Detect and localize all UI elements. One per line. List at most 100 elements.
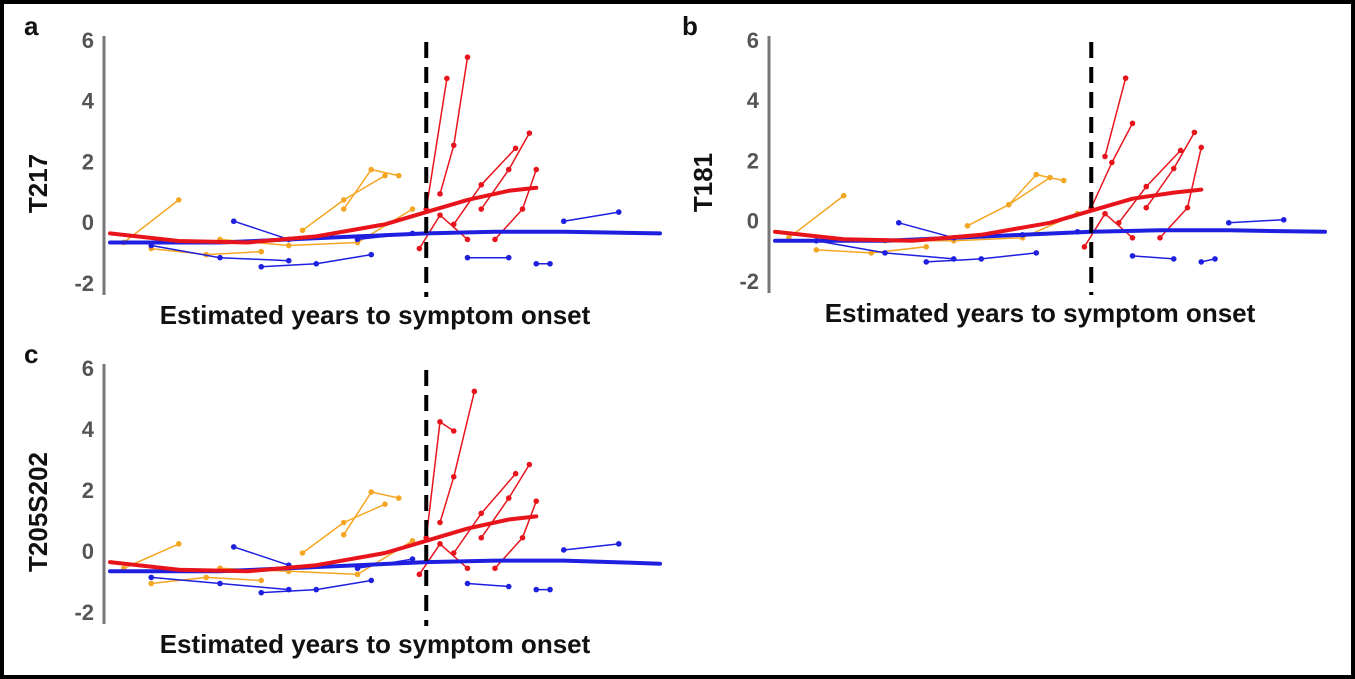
point (560, 547, 567, 553)
y-tick-label: 4 (747, 88, 760, 113)
point (1170, 165, 1177, 172)
point (1177, 147, 1184, 154)
point (1129, 253, 1136, 259)
x-axis-label: Estimated years to symptom onset (160, 300, 591, 330)
point (533, 586, 540, 593)
panel-label: a (24, 11, 39, 41)
point (923, 244, 930, 250)
point (1198, 144, 1205, 151)
y-tick-label: 0 (82, 210, 94, 235)
point (526, 461, 533, 468)
y-tick-label: 6 (747, 28, 759, 53)
point (340, 206, 347, 212)
trend-line (108, 514, 539, 574)
plot-area (108, 54, 662, 270)
point (964, 222, 971, 229)
point (299, 227, 306, 234)
point (464, 565, 471, 572)
point (464, 580, 471, 587)
point (560, 218, 567, 225)
trajectory (233, 220, 290, 241)
point (450, 473, 457, 480)
point (313, 586, 320, 593)
point (813, 247, 820, 253)
point (368, 489, 375, 495)
trajectory (1228, 218, 1285, 224)
point (1047, 174, 1053, 181)
point (471, 388, 478, 395)
point (382, 501, 388, 508)
point (340, 197, 347, 203)
point (840, 192, 847, 199)
point (437, 519, 443, 526)
trend-line (108, 185, 539, 245)
point (354, 571, 361, 578)
point (1122, 75, 1129, 81)
point (478, 206, 485, 212)
point (368, 251, 375, 258)
point (1280, 216, 1287, 223)
point (1129, 120, 1136, 127)
point (409, 206, 416, 212)
point (1143, 204, 1150, 211)
point (519, 206, 526, 212)
point (148, 580, 155, 587)
y-tick-label: 4 (82, 417, 95, 442)
point (1157, 235, 1163, 241)
point (382, 172, 388, 179)
point (1033, 250, 1040, 256)
point (395, 172, 402, 179)
point (437, 191, 443, 197)
point (395, 495, 402, 501)
point (464, 236, 471, 243)
point (368, 166, 375, 173)
point (1102, 153, 1108, 160)
point (437, 419, 443, 425)
point (505, 254, 512, 261)
point (512, 470, 519, 477)
y-tick-label: 4 (82, 89, 95, 114)
point (450, 428, 457, 434)
point (444, 75, 450, 82)
point (299, 550, 306, 556)
point (478, 534, 485, 541)
point (285, 242, 292, 249)
trend-line (773, 187, 1204, 243)
trajectory (788, 194, 845, 239)
point (437, 212, 443, 218)
trajectory (1104, 77, 1127, 158)
point (464, 254, 471, 261)
y-tick-label: -2 (74, 600, 94, 625)
point (478, 510, 485, 517)
point (512, 145, 519, 152)
point (230, 218, 237, 225)
point (416, 571, 423, 578)
y-tick-label: -2 (739, 269, 759, 294)
point (1033, 171, 1040, 178)
point (547, 260, 553, 267)
point (526, 130, 533, 136)
y-tick-label: 6 (82, 356, 94, 381)
point (258, 589, 265, 596)
point (978, 256, 985, 262)
point (895, 219, 902, 226)
point (416, 245, 423, 252)
y-tick-label: 2 (82, 149, 94, 174)
point (464, 54, 471, 60)
point (533, 166, 540, 173)
point (368, 577, 375, 584)
point (437, 541, 443, 547)
point (882, 250, 888, 256)
point (148, 574, 155, 581)
point (1005, 201, 1012, 208)
y-tick-label: 0 (747, 209, 759, 234)
y-tick-label: -2 (74, 271, 94, 296)
trajectory (563, 543, 620, 551)
point (923, 259, 930, 265)
point (1212, 256, 1218, 262)
point (505, 583, 512, 590)
point (258, 248, 265, 255)
point (258, 263, 265, 270)
point (1225, 219, 1232, 226)
point (533, 260, 540, 267)
